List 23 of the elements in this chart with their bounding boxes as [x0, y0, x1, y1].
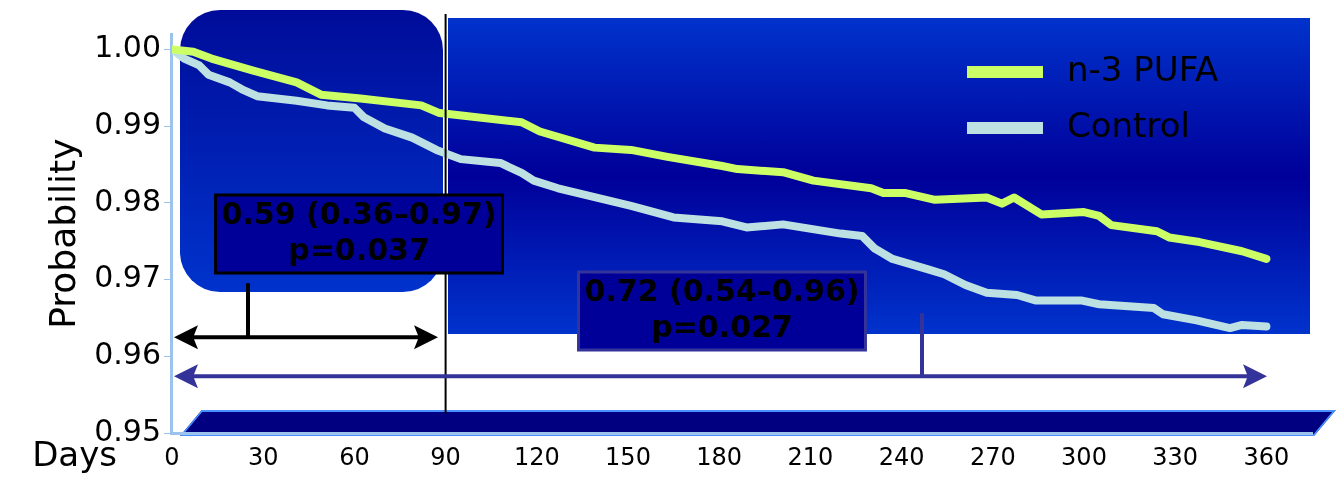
x-tick-label: 240: [878, 442, 925, 471]
x-tick-label: 360: [1243, 442, 1290, 471]
x-tick-label: 60: [339, 442, 370, 471]
y-tick-label: 0.99: [94, 105, 161, 141]
x-tick-label: 30: [247, 442, 279, 471]
y-tick-label: 0.97: [94, 259, 161, 295]
x-tick-label: 330: [1152, 442, 1199, 471]
legend-label: Control: [1067, 104, 1190, 145]
x-tick-label: 90: [430, 442, 461, 471]
y-axis-title: Probability: [41, 138, 83, 329]
y-tick-label: 1.00: [94, 29, 161, 65]
annotation: 0.59 (0.36–0.97) p=0.037: [221, 195, 497, 267]
x-tick-label: 210: [787, 442, 834, 471]
y-tick-label: 0.96: [94, 336, 161, 372]
x-tick-label: 270: [969, 442, 1016, 471]
x-tick-label: 300: [1061, 442, 1107, 471]
x-tick-label: 150: [605, 442, 651, 471]
annotation: 0.72 (0.54–0.96) p=0.027: [584, 272, 860, 344]
x-tick-label: 0: [164, 442, 180, 471]
legend-label: n-3 PUFA: [1067, 48, 1219, 89]
x-tick-label: 120: [513, 442, 560, 471]
y-tick-label: 0.98: [94, 182, 161, 218]
x-tick-label: 180: [696, 442, 743, 471]
